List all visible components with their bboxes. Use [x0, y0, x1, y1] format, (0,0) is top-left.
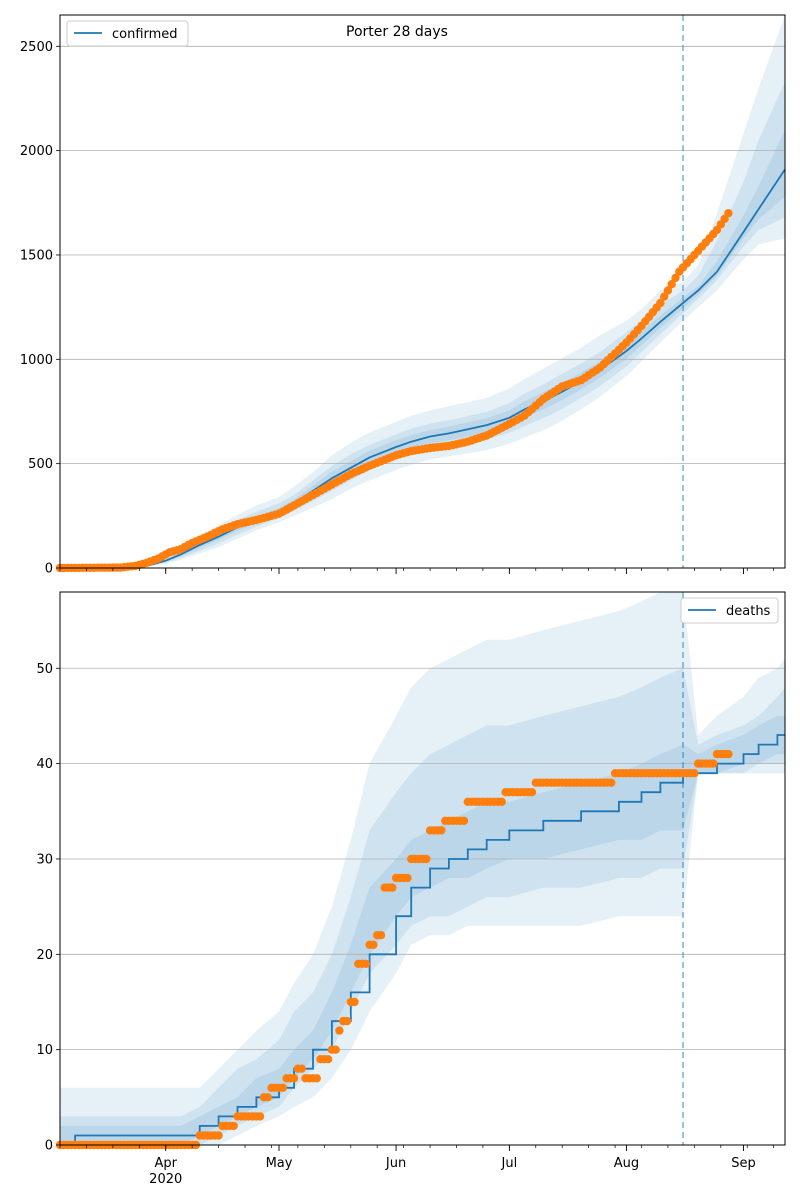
observed-point	[690, 769, 699, 778]
observed-point	[724, 209, 733, 218]
observed-point	[663, 286, 673, 295]
y-tick-label-10: 10	[36, 1043, 53, 1058]
y-tick-label-0: 0	[45, 1139, 53, 1154]
x-tick-sublabel: 2020	[149, 1172, 182, 1187]
observed-point	[342, 1016, 352, 1026]
y-tick-label-1000: 1000	[20, 353, 53, 368]
axes-frame	[59, 591, 786, 1146]
observed-point	[331, 1045, 340, 1054]
x-tick-label-Apr: Apr	[154, 1156, 177, 1171]
y-tick-label-30: 30	[36, 852, 53, 867]
confirmed-model-line	[59, 168, 786, 569]
observed-point	[289, 1074, 299, 1083]
deaths-legend: deaths	[680, 597, 779, 624]
observed-point	[724, 749, 733, 759]
observed-point	[350, 997, 359, 1007]
observed-point	[656, 298, 665, 308]
observed-point	[388, 883, 397, 892]
legend-label-confirmed: confirmed	[112, 27, 178, 42]
chart-title: Porter 28 days	[346, 24, 448, 40]
observed-point	[312, 1074, 321, 1083]
observed-point	[459, 816, 469, 825]
observed-point	[527, 788, 537, 797]
y-tick-label-2500: 2500	[20, 40, 53, 55]
observed-point	[660, 292, 669, 301]
confidence-band-3	[60, 715, 785, 1145]
deaths-confidence-bands	[60, 592, 785, 1145]
x-tick-label-Sep: Sep	[731, 1156, 756, 1171]
observed-point	[497, 797, 506, 806]
y-tick-label-500: 500	[28, 457, 53, 472]
observed-point	[709, 759, 718, 768]
confidence-band-2	[60, 668, 785, 1145]
confidence-band-1	[60, 15, 785, 568]
legend-label-deaths: deaths	[726, 604, 771, 619]
confidence-band-1	[60, 592, 785, 1145]
axes-frame	[59, 14, 786, 569]
confirmed-axes: 0 500 1000 1500 2000 2500	[20, 14, 786, 577]
x-tick-label-Jun: Jun	[385, 1156, 406, 1171]
x-tick-label-Aug: Aug	[614, 1156, 639, 1171]
observed-point	[369, 940, 378, 949]
y-tick-label-1500: 1500	[20, 248, 53, 263]
legend-box	[66, 20, 189, 47]
observed-point	[671, 273, 680, 283]
y-tick-label-20: 20	[36, 948, 53, 963]
deaths-observed-points	[55, 749, 733, 1150]
observed-point	[263, 1093, 272, 1102]
legend-box	[680, 597, 779, 624]
y-tick-label-2000: 2000	[20, 144, 53, 159]
y-tick-label-50: 50	[36, 662, 53, 677]
y-tick-label-40: 40	[36, 757, 53, 772]
y-tick-label-0: 0	[45, 562, 53, 577]
confirmed-panel: 0 500 1000 1500 2000 2500 Porter 28 days conf…	[20, 14, 786, 577]
observed-point	[607, 778, 616, 787]
observed-point	[255, 1112, 265, 1121]
observed-point	[229, 1121, 238, 1131]
observed-point	[437, 826, 446, 835]
observed-point	[376, 931, 386, 940]
x-tick-label-May: May	[266, 1156, 293, 1171]
observed-point	[361, 959, 371, 968]
confirmed-model-line	[59, 168, 786, 569]
x-tick-label-Jul: Jul	[501, 1156, 518, 1171]
observed-point	[323, 1055, 333, 1064]
observed-point	[278, 1083, 287, 1093]
observed-point	[667, 280, 676, 289]
confirmed-observed-points	[55, 209, 733, 573]
observed-point	[297, 1064, 306, 1073]
observed-point	[214, 1131, 223, 1140]
observed-point	[403, 873, 412, 883]
observed-point	[422, 854, 431, 864]
observed-point	[335, 1026, 344, 1035]
confirmed-legend: confirmed	[66, 20, 189, 47]
